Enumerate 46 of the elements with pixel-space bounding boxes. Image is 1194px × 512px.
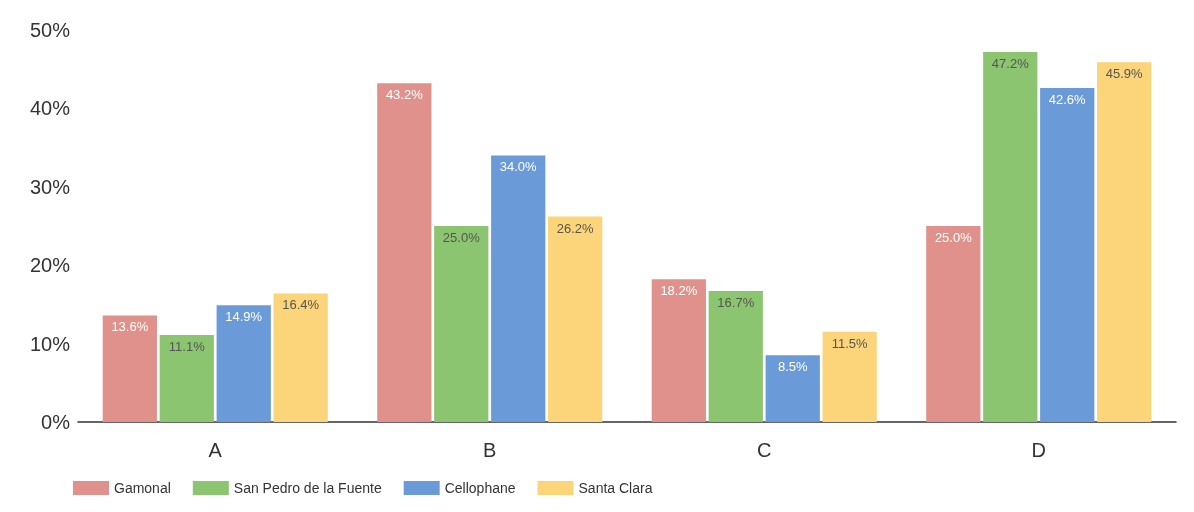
x-tick-label: B	[483, 439, 497, 461]
bar	[548, 216, 603, 422]
y-tick-label: 30%	[29, 175, 71, 198]
data-label: 11.1%	[168, 338, 206, 354]
legend-label: San Pedro de la Fuente	[233, 480, 382, 496]
bar	[708, 291, 763, 422]
x-tick-label: C	[757, 439, 772, 461]
bar	[377, 83, 432, 422]
data-label: 18.2%	[660, 283, 698, 299]
bar	[765, 355, 820, 422]
bar	[216, 305, 271, 422]
y-tick-label: 0%	[41, 411, 71, 433]
data-label: 16.4%	[282, 297, 320, 313]
x-tick-label: D	[1031, 439, 1046, 461]
data-label: 42.6%	[1048, 92, 1087, 108]
legend-label: Gamonal	[114, 480, 171, 496]
y-tick-label: 40%	[29, 97, 71, 120]
bar	[983, 51, 1038, 422]
legend-label: Cellophane	[444, 480, 516, 496]
bar	[822, 331, 877, 422]
bar	[273, 293, 328, 422]
data-label: 34.0%	[499, 159, 538, 175]
bar	[1097, 62, 1152, 422]
bar	[926, 226, 981, 422]
data-label: 26.2%	[556, 220, 595, 236]
bar	[434, 226, 489, 422]
y-tick-label: 10%	[29, 332, 71, 355]
data-label: 47.2%	[991, 55, 1030, 71]
data-label: 25.0%	[442, 230, 481, 245]
data-label: 8.5%	[777, 359, 808, 375]
data-label: 43.2%	[385, 87, 424, 103]
y-tick-label: 50%	[29, 19, 71, 41]
data-label: 16.7%	[717, 295, 755, 311]
bar	[1040, 88, 1095, 422]
y-tick-label: 20%	[29, 254, 71, 277]
legend-label: Santa Clara	[578, 480, 653, 496]
data-label: 25.0%	[934, 230, 973, 245]
x-tick-label: A	[208, 439, 223, 461]
data-label: 11.5%	[831, 335, 869, 351]
data-label: 13.6%	[111, 319, 149, 335]
data-label: 45.9%	[1105, 66, 1144, 82]
bar	[491, 155, 546, 422]
data-label: 14.9%	[225, 309, 263, 325]
bar	[159, 334, 214, 422]
bar	[102, 315, 157, 422]
bar	[651, 279, 706, 422]
